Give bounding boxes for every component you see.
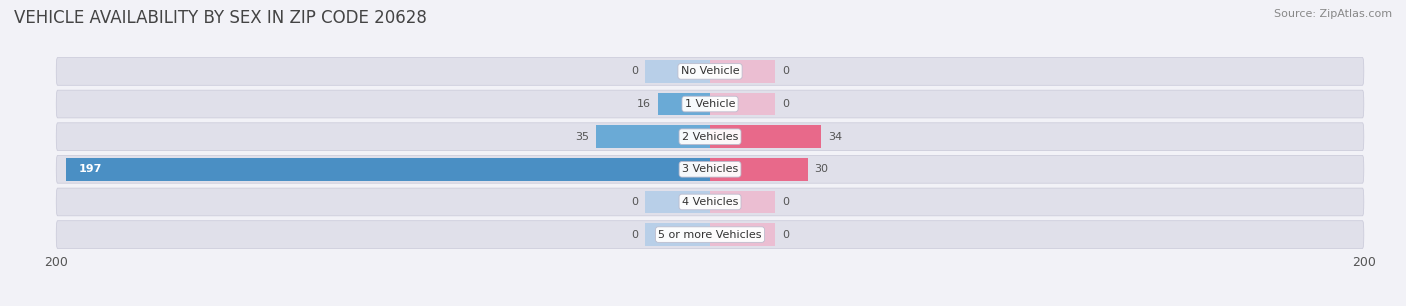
Text: 0: 0 <box>782 99 789 109</box>
FancyBboxPatch shape <box>56 58 1364 85</box>
Text: 4 Vehicles: 4 Vehicles <box>682 197 738 207</box>
Text: No Vehicle: No Vehicle <box>681 66 740 76</box>
Text: 0: 0 <box>631 197 638 207</box>
FancyBboxPatch shape <box>56 123 1364 151</box>
Text: 5 or more Vehicles: 5 or more Vehicles <box>658 230 762 240</box>
Text: 34: 34 <box>828 132 842 142</box>
Bar <box>596 125 710 148</box>
Text: 30: 30 <box>814 164 828 174</box>
Bar <box>710 223 776 246</box>
Bar <box>644 223 710 246</box>
Text: 35: 35 <box>575 132 589 142</box>
Text: 0: 0 <box>782 66 789 76</box>
Text: 3 Vehicles: 3 Vehicles <box>682 164 738 174</box>
Text: 0: 0 <box>631 230 638 240</box>
FancyBboxPatch shape <box>56 90 1364 118</box>
Bar <box>644 60 710 83</box>
Bar <box>710 60 776 83</box>
Text: Source: ZipAtlas.com: Source: ZipAtlas.com <box>1274 9 1392 19</box>
Text: 1 Vehicle: 1 Vehicle <box>685 99 735 109</box>
Text: 2 Vehicles: 2 Vehicles <box>682 132 738 142</box>
Text: 0: 0 <box>631 66 638 76</box>
FancyBboxPatch shape <box>56 155 1364 183</box>
Bar <box>658 93 710 115</box>
Text: VEHICLE AVAILABILITY BY SEX IN ZIP CODE 20628: VEHICLE AVAILABILITY BY SEX IN ZIP CODE … <box>14 9 427 27</box>
Text: 0: 0 <box>782 197 789 207</box>
Bar <box>644 191 710 213</box>
FancyBboxPatch shape <box>56 188 1364 216</box>
Bar <box>710 93 776 115</box>
Text: 0: 0 <box>782 230 789 240</box>
Bar <box>710 158 808 181</box>
Text: 16: 16 <box>637 99 651 109</box>
Bar <box>710 191 776 213</box>
Text: 197: 197 <box>79 164 103 174</box>
FancyBboxPatch shape <box>56 221 1364 248</box>
Bar <box>710 125 821 148</box>
Bar <box>66 158 710 181</box>
